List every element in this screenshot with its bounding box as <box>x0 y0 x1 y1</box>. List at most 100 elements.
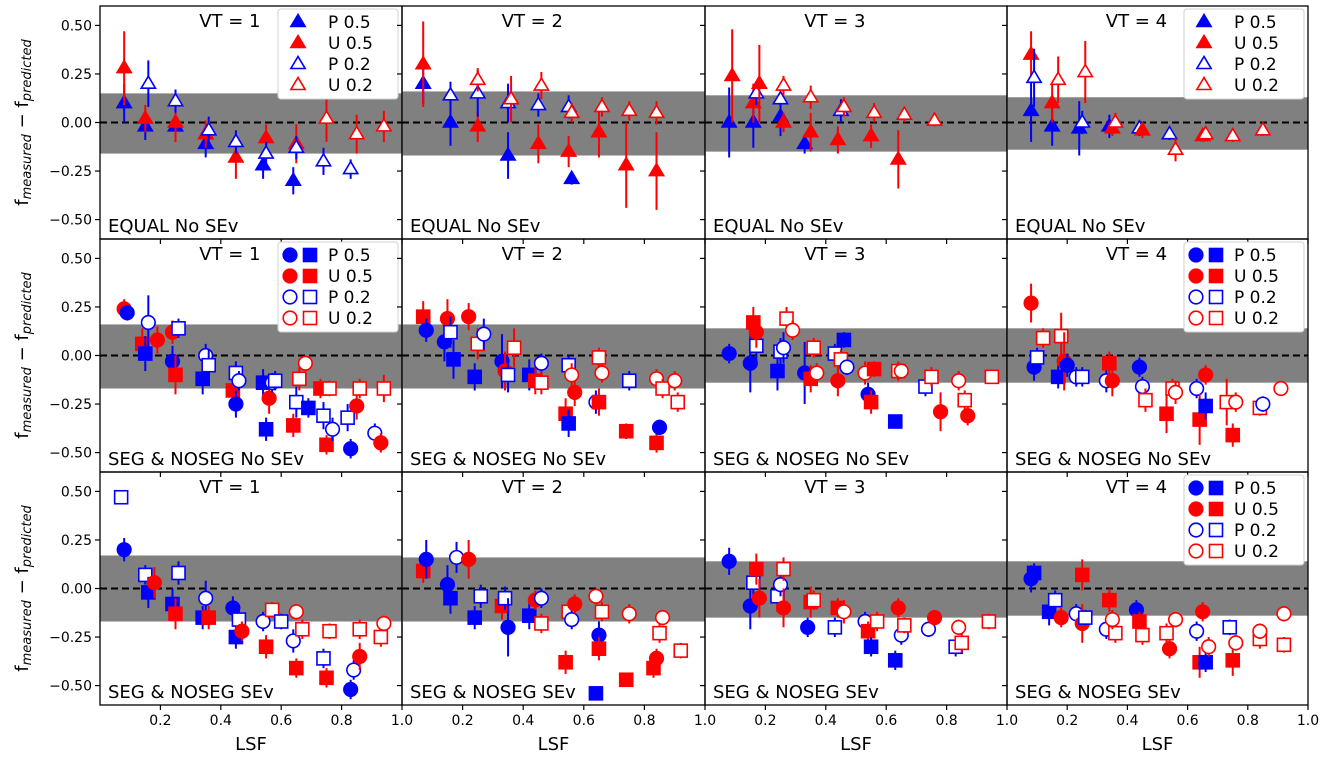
data-point <box>140 314 156 331</box>
data-point <box>591 350 607 365</box>
data-point <box>1132 614 1147 629</box>
data-point <box>476 326 492 342</box>
legend-marker <box>1195 54 1213 70</box>
y-tick-label: −0.50 <box>49 213 92 229</box>
legend-marker <box>1208 522 1224 538</box>
legend: P 0.5U 0.5P 0.2U 0.2 <box>277 241 399 333</box>
panel-r1-c3: VT = 3 EQUAL No SEv <box>700 5 1008 244</box>
y-axis-label-part: f <box>12 665 33 672</box>
data-point <box>1201 639 1217 655</box>
data-point <box>1167 611 1184 628</box>
x-tick-label: 1.0 <box>391 713 413 729</box>
data-point <box>652 625 667 641</box>
panel-label: SEG & NOSEG SEv <box>410 682 576 703</box>
legend-label: U 0.2 <box>1234 542 1279 562</box>
data-point <box>258 421 274 437</box>
y-axis-label: fmeasured − fpredicted <box>12 505 35 672</box>
data-point <box>869 614 885 629</box>
data-point <box>195 371 210 387</box>
legend: P 0.5U 0.5P 0.2U 0.2 <box>1183 8 1305 100</box>
data-point <box>770 363 785 379</box>
x-tick-label: 0.2 <box>451 713 473 729</box>
data-point <box>285 418 301 433</box>
data-point <box>529 95 547 111</box>
data-point <box>261 390 277 406</box>
panel-r2-c4: VT = 4 SEG & NOSEG No SEv P 0.5U 0.5P 0.2U… <box>1002 238 1309 477</box>
panel-label: SEG & NOSEG No SEv <box>713 449 909 470</box>
y-axis-label-part: − f <box>12 334 33 368</box>
legend-label: P 0.2 <box>1234 521 1277 541</box>
panel-title: VT = 4 <box>1106 477 1167 498</box>
legend-box <box>277 241 399 333</box>
data-point <box>775 340 792 356</box>
data-point <box>1043 117 1061 132</box>
legend: P 0.5U 0.5P 0.2U 0.2 <box>1183 474 1305 566</box>
data-point <box>721 345 737 362</box>
data-point <box>618 423 634 439</box>
data-point <box>895 105 913 121</box>
panel-title: VT = 2 <box>502 244 563 265</box>
legend-marker <box>1208 247 1224 263</box>
data-point <box>149 332 165 348</box>
data-point <box>317 109 336 124</box>
data-point <box>373 629 389 645</box>
data-point <box>925 111 944 126</box>
data-point <box>1022 101 1040 117</box>
legend-marker <box>282 289 298 305</box>
data-point <box>316 651 331 666</box>
y-tick-label: 0.00 <box>61 582 92 598</box>
data-point <box>1076 62 1094 78</box>
legend-label: P 0.5 <box>1234 13 1277 33</box>
legend-marker <box>289 12 307 28</box>
data-point <box>376 381 392 396</box>
data-point <box>115 59 133 74</box>
data-point <box>836 332 852 348</box>
y-axis-label-part: f <box>12 199 33 206</box>
legend-marker <box>1188 501 1204 517</box>
x-tick-label: 0.8 <box>1237 713 1259 729</box>
data-point <box>138 346 153 361</box>
data-point <box>1074 369 1090 385</box>
data-point <box>1104 611 1120 628</box>
data-point <box>796 134 814 150</box>
data-point <box>443 324 458 340</box>
panel-title: VT = 4 <box>1106 244 1167 265</box>
data-point <box>1225 427 1241 443</box>
data-point <box>776 561 791 577</box>
panel-plot-area <box>1007 559 1308 678</box>
data-point <box>1252 623 1268 639</box>
data-point <box>802 123 820 138</box>
panel-plot-area <box>705 29 1007 189</box>
data-point <box>827 620 843 635</box>
data-point <box>951 619 967 635</box>
data-point <box>1138 392 1153 408</box>
data-point <box>255 613 271 630</box>
legend-marker <box>302 310 318 326</box>
data-point <box>654 610 671 626</box>
legend-marker <box>282 247 298 263</box>
data-point <box>1043 94 1061 109</box>
x-tick-label: 0.4 <box>1116 713 1138 729</box>
data-point <box>806 340 822 356</box>
data-point <box>618 672 634 688</box>
y-axis-label-part: − f <box>12 567 33 601</box>
data-point <box>749 561 764 577</box>
data-point <box>534 375 549 390</box>
panel-plot-area <box>1007 31 1308 162</box>
data-point <box>593 97 611 113</box>
data-point <box>1225 653 1241 668</box>
data-point <box>1189 380 1205 397</box>
data-point <box>295 621 310 637</box>
y-tick-label: 0.25 <box>61 533 92 549</box>
panel-title: VT = 3 <box>804 11 865 32</box>
x-tick-label: 0.6 <box>573 713 595 729</box>
data-point <box>441 86 460 101</box>
data-point <box>890 600 906 616</box>
data-point <box>1106 113 1124 128</box>
legend-marker <box>282 310 298 326</box>
data-point <box>723 66 741 82</box>
data-point <box>376 615 392 632</box>
x-tick-label: 0.4 <box>815 713 837 729</box>
legend-marker <box>1195 33 1213 49</box>
data-point <box>809 365 825 381</box>
